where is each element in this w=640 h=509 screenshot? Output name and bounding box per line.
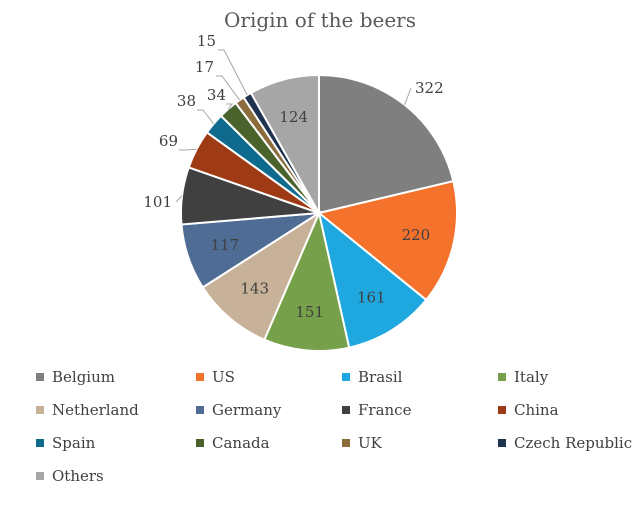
legend-swatch bbox=[342, 439, 350, 447]
leader-line bbox=[216, 75, 241, 101]
data-label-us: 220 bbox=[402, 226, 431, 244]
legend-label: Others bbox=[52, 467, 104, 485]
legend-swatch bbox=[36, 373, 44, 381]
leader-line bbox=[226, 103, 233, 110]
legend-item-france: France bbox=[342, 401, 411, 421]
data-label-brasil: 161 bbox=[357, 289, 386, 307]
leader-line bbox=[404, 87, 412, 105]
legend-item-italy: Italy bbox=[498, 368, 548, 388]
data-label-spain: 38 bbox=[177, 92, 196, 110]
legend-item-netherland: Netherland bbox=[36, 401, 139, 421]
legend-swatch bbox=[498, 439, 506, 447]
legend-swatch bbox=[498, 406, 506, 414]
data-label-italy: 151 bbox=[295, 303, 324, 321]
data-label-netherland: 143 bbox=[240, 280, 269, 298]
leader-line bbox=[197, 109, 215, 125]
legend-swatch bbox=[36, 406, 44, 414]
legend-swatch bbox=[342, 373, 350, 381]
pie-slice-others bbox=[249, 73, 320, 217]
legend-label: China bbox=[514, 401, 559, 419]
pie-slice-italy bbox=[263, 209, 351, 352]
legend-label: Germany bbox=[212, 401, 282, 419]
data-label-canada: 34 bbox=[207, 86, 226, 104]
legend-swatch bbox=[196, 373, 204, 381]
leader-line bbox=[179, 148, 197, 151]
chart-title: Origin of the beers bbox=[223, 8, 416, 32]
legend-swatch bbox=[196, 406, 204, 414]
data-label-belgium: 322 bbox=[415, 79, 444, 97]
legend-label: Italy bbox=[514, 368, 549, 386]
legend-item-others: Others bbox=[36, 467, 104, 487]
data-label-china: 69 bbox=[159, 132, 178, 150]
leader-line bbox=[218, 49, 248, 96]
legend-item-canada: Canada bbox=[196, 434, 270, 454]
data-label-czech-republic: 15 bbox=[197, 32, 216, 50]
legend-item-czech-republic: Czech Republic bbox=[498, 434, 632, 454]
leader-line bbox=[175, 195, 183, 203]
pie-slice-brasil bbox=[317, 210, 428, 349]
pie-slice-belgium bbox=[318, 73, 455, 215]
legend-swatch bbox=[36, 439, 44, 447]
legend-swatch bbox=[342, 406, 350, 414]
legend-item-spain: Spain bbox=[36, 434, 95, 454]
data-label-others: 124 bbox=[279, 108, 308, 126]
legend-label: Canada bbox=[212, 434, 270, 452]
legend-label: France bbox=[358, 401, 412, 419]
legend-item-germany: Germany bbox=[196, 401, 281, 421]
legend-label: Belgium bbox=[52, 368, 115, 386]
legend-label: US bbox=[212, 368, 235, 386]
legend-label: Czech Republic bbox=[514, 434, 633, 452]
legend-item-us: US bbox=[196, 368, 235, 388]
pie-slice-us bbox=[316, 179, 458, 302]
legend-label: Spain bbox=[52, 434, 96, 452]
legend-item-belgium: Belgium bbox=[36, 368, 115, 388]
legend-label: Brasil bbox=[358, 368, 403, 386]
legend-swatch bbox=[498, 373, 506, 381]
data-label-germany: 117 bbox=[211, 236, 240, 254]
pie-slice-netherland bbox=[201, 210, 322, 342]
data-label-france: 101 bbox=[143, 193, 172, 211]
legend-swatch bbox=[196, 439, 204, 447]
legend-swatch bbox=[36, 472, 44, 480]
legend-item-brasil: Brasil bbox=[342, 368, 402, 388]
legend-item-china: China bbox=[498, 401, 559, 421]
legend-label: Netherland bbox=[52, 401, 139, 419]
data-label-uk: 17 bbox=[195, 58, 214, 76]
legend-label: UK bbox=[358, 434, 382, 452]
legend-item-uk: UK bbox=[342, 434, 382, 454]
